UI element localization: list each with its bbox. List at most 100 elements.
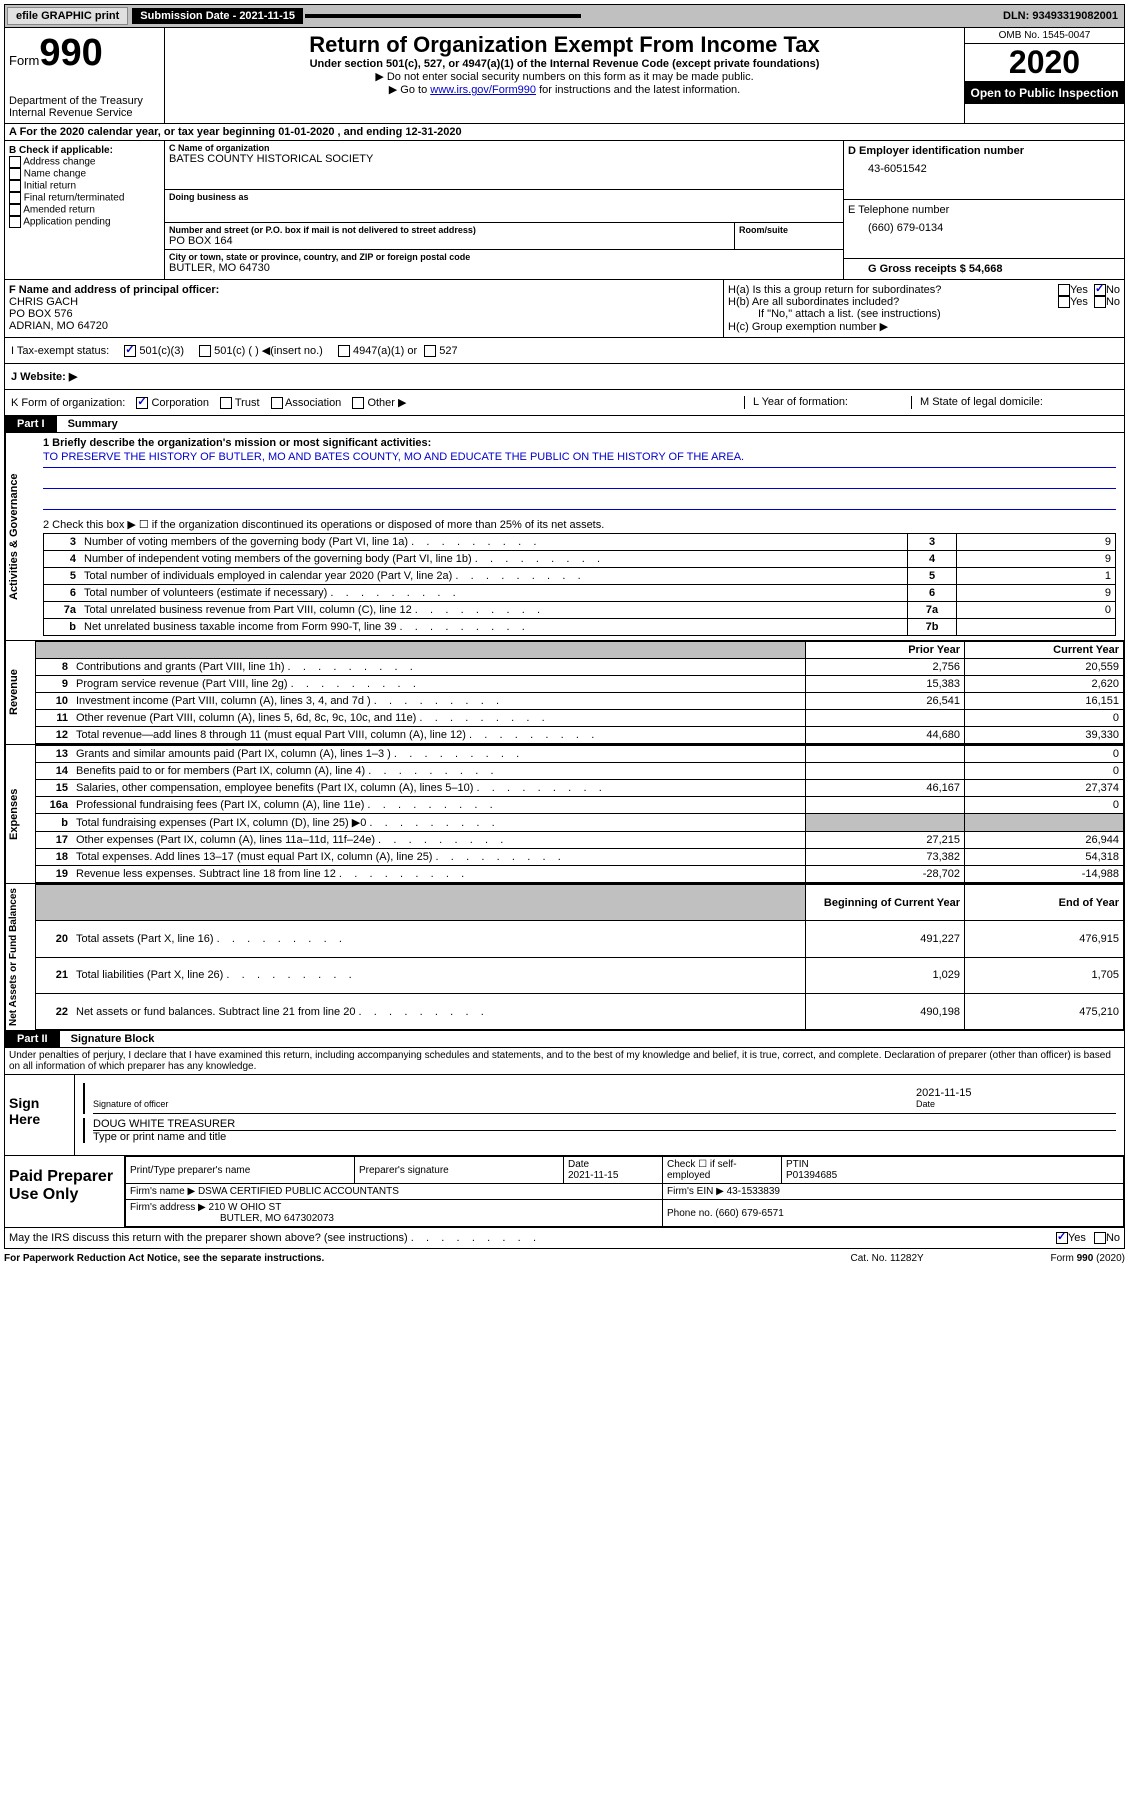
- line-21: 21Total liabilities (Part X, line 26)1,0…: [36, 957, 1124, 993]
- other-checkbox[interactable]: [352, 397, 364, 409]
- note-ssn: ▶ Do not enter social security numbers o…: [169, 70, 960, 83]
- mission-text: TO PRESERVE THE HISTORY OF BUTLER, MO AN…: [43, 449, 1116, 468]
- discuss-label: May the IRS discuss this return with the…: [9, 1232, 1056, 1244]
- opt-trust: Trust: [235, 397, 260, 409]
- col-eoy: End of Year: [965, 885, 1124, 921]
- section-f: F Name and address of principal officer:…: [4, 280, 1125, 338]
- tel-value: (660) 679-0134: [848, 216, 1120, 234]
- line-13: 13Grants and similar amounts paid (Part …: [36, 746, 1124, 763]
- ptin-cell: PTINP01394685: [782, 1157, 1124, 1184]
- k-form-org: K Form of organization: Corporation Trus…: [11, 396, 744, 409]
- hb-yes-checkbox[interactable]: [1058, 296, 1070, 308]
- prep-sig-label: Preparer's signature: [355, 1157, 564, 1184]
- check-final-return/terminated[interactable]: [9, 192, 21, 204]
- website-label: J Website: ▶: [11, 371, 77, 383]
- part2-badge: Part II: [5, 1031, 60, 1047]
- sig-officer: Signature of officer: [93, 1087, 916, 1109]
- section-b: B Check if applicable: Address change Na…: [4, 141, 1125, 280]
- opt-501c3: 501(c)(3): [139, 345, 184, 357]
- trust-checkbox[interactable]: [220, 397, 232, 409]
- tax-year: 2020: [965, 44, 1124, 82]
- form-990-number: 990: [39, 32, 102, 74]
- hb-no-checkbox[interactable]: [1094, 296, 1106, 308]
- line-5: 5Total number of individuals employed in…: [44, 568, 1116, 585]
- phone-label: Phone no.: [667, 1208, 713, 1219]
- assoc-checkbox[interactable]: [271, 397, 283, 409]
- form-label: Form: [9, 53, 39, 68]
- self-employed-cell: Check ☐ if self-employed: [663, 1157, 782, 1184]
- irs-link[interactable]: www.irs.gov/Form990: [430, 84, 536, 96]
- room-box: Room/suite: [734, 223, 843, 250]
- netassets-table: Beginning of Current Year End of Year 20…: [35, 884, 1124, 1030]
- line-8: 8Contributions and grants (Part VIII, li…: [36, 659, 1124, 676]
- dept-label: Department of the Treasury Internal Reve…: [9, 95, 160, 119]
- tel-cell: E Telephone number (660) 679-0134: [844, 200, 1124, 259]
- pra-notice: For Paperwork Reduction Act Notice, see …: [4, 1253, 851, 1264]
- check-amended-return[interactable]: [9, 204, 21, 216]
- addr-box: Number and street (or P.O. box if mail i…: [165, 223, 734, 250]
- part1-governance: Activities & Governance 1 Briefly descri…: [4, 433, 1125, 641]
- sig-officer-field: Signature of officer 2021-11-15 Date: [93, 1083, 1116, 1114]
- vert-expenses: Expenses: [5, 745, 35, 883]
- form-subtitle: Under section 501(c), 527, or 4947(a)(1)…: [169, 58, 960, 70]
- officer-name: CHRIS GACH: [9, 296, 719, 308]
- opt-4947: 4947(a)(1) or: [353, 345, 417, 357]
- check-application-pending[interactable]: [9, 216, 21, 228]
- note-post: for instructions and the latest informat…: [536, 84, 740, 96]
- 4947-checkbox[interactable]: [338, 345, 350, 357]
- 501c-checkbox[interactable]: [199, 345, 211, 357]
- check-name-change[interactable]: [9, 168, 21, 180]
- hb-note: If "No," attach a list. (see instruction…: [728, 308, 1120, 320]
- no-label: No: [1106, 284, 1120, 296]
- ha-yes-checkbox[interactable]: [1058, 284, 1070, 296]
- officer-addr2: ADRIAN, MO 64720: [9, 320, 719, 332]
- dln-label: DLN: 93493319082001: [1003, 10, 1122, 22]
- discuss-yes-checkbox[interactable]: [1056, 1232, 1068, 1244]
- part1-badge: Part I: [5, 416, 57, 432]
- sig-officer-label: Signature of officer: [93, 1099, 916, 1109]
- line-4: 4Number of independent voting members of…: [44, 551, 1116, 568]
- k-label: K Form of organization:: [11, 397, 125, 409]
- ha-no-checkbox[interactable]: [1094, 284, 1106, 296]
- dba-label: Doing business as: [169, 192, 839, 202]
- org-column: C Name of organization BATES COUNTY HIST…: [165, 141, 844, 279]
- l-year-formation: L Year of formation:: [744, 396, 911, 409]
- org-name: BATES COUNTY HISTORICAL SOCIETY: [169, 153, 839, 165]
- blank: [36, 885, 73, 921]
- sig-date: 2021-11-15 Date: [916, 1087, 1116, 1109]
- ptin-value: P01394685: [786, 1170, 837, 1181]
- paid-preparer-section: Paid Preparer Use Only Print/Type prepar…: [4, 1156, 1125, 1228]
- 501c3-checkbox[interactable]: [124, 345, 136, 357]
- sig-date-label: Date: [916, 1099, 1116, 1109]
- line-9: 9Program service revenue (Part VIII, lin…: [36, 676, 1124, 693]
- sig-line-1: Signature of officer 2021-11-15 Date: [83, 1083, 1116, 1114]
- vert-governance: Activities & Governance: [5, 433, 35, 640]
- net-header-row: Beginning of Current Year End of Year: [36, 885, 1124, 921]
- firm-name-cell: Firm's name ▶ DSWA CERTIFIED PUBLIC ACCO…: [126, 1184, 663, 1200]
- line-10: 10Investment income (Part VIII, column (…: [36, 693, 1124, 710]
- ptin-label: PTIN: [786, 1159, 809, 1170]
- line-17: 17Other expenses (Part IX, column (A), l…: [36, 832, 1124, 849]
- lines-3-7-table: 3Number of voting members of the governi…: [43, 533, 1116, 636]
- prep-date-label: Date: [568, 1159, 589, 1170]
- opt-501c: 501(c) ( ) ◀(insert no.): [214, 345, 323, 357]
- check-initial-return[interactable]: [9, 180, 21, 192]
- efile-button[interactable]: efile GRAPHIC print: [7, 7, 128, 25]
- tax-status-row: I Tax-exempt status: 501(c)(3) 501(c) ( …: [4, 338, 1125, 364]
- vert-netassets: Net Assets or Fund Balances: [5, 884, 35, 1030]
- submission-date: Submission Date - 2021-11-15: [132, 8, 303, 24]
- line-22: 22Net assets or fund balances. Subtract …: [36, 993, 1124, 1029]
- officer-addr1: PO BOX 576: [9, 308, 719, 320]
- discuss-no-checkbox[interactable]: [1094, 1232, 1106, 1244]
- hb-row: H(b) Are all subordinates included? Yes …: [728, 296, 1120, 308]
- 527-checkbox[interactable]: [424, 345, 436, 357]
- firm-phone-cell: Phone no. (660) 679-6571: [663, 1200, 1124, 1227]
- check-column: B Check if applicable: Address change Na…: [5, 141, 165, 279]
- preparer-table: Print/Type preparer's name Preparer's si…: [125, 1156, 1124, 1227]
- vert-revenue: Revenue: [5, 641, 35, 744]
- prep-row-2: Firm's name ▶ DSWA CERTIFIED PUBLIC ACCO…: [126, 1184, 1124, 1200]
- form-header: Form990 Department of the Treasury Inter…: [4, 28, 1125, 124]
- phone-value: (660) 679-6571: [715, 1208, 783, 1219]
- check-address-change[interactable]: [9, 156, 21, 168]
- corp-checkbox[interactable]: [136, 397, 148, 409]
